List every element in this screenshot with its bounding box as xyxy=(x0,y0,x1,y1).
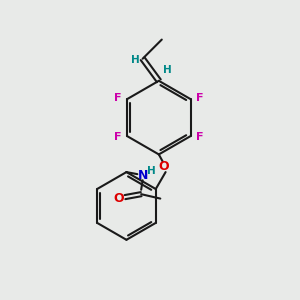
Text: F: F xyxy=(196,93,204,103)
Text: F: F xyxy=(114,93,121,103)
Text: N: N xyxy=(137,169,148,182)
Text: F: F xyxy=(196,133,204,142)
Text: H: H xyxy=(147,167,156,176)
Text: H: H xyxy=(163,64,172,75)
Text: H: H xyxy=(131,55,140,65)
Text: O: O xyxy=(159,160,170,173)
Text: F: F xyxy=(114,133,121,142)
Text: O: O xyxy=(113,192,124,205)
